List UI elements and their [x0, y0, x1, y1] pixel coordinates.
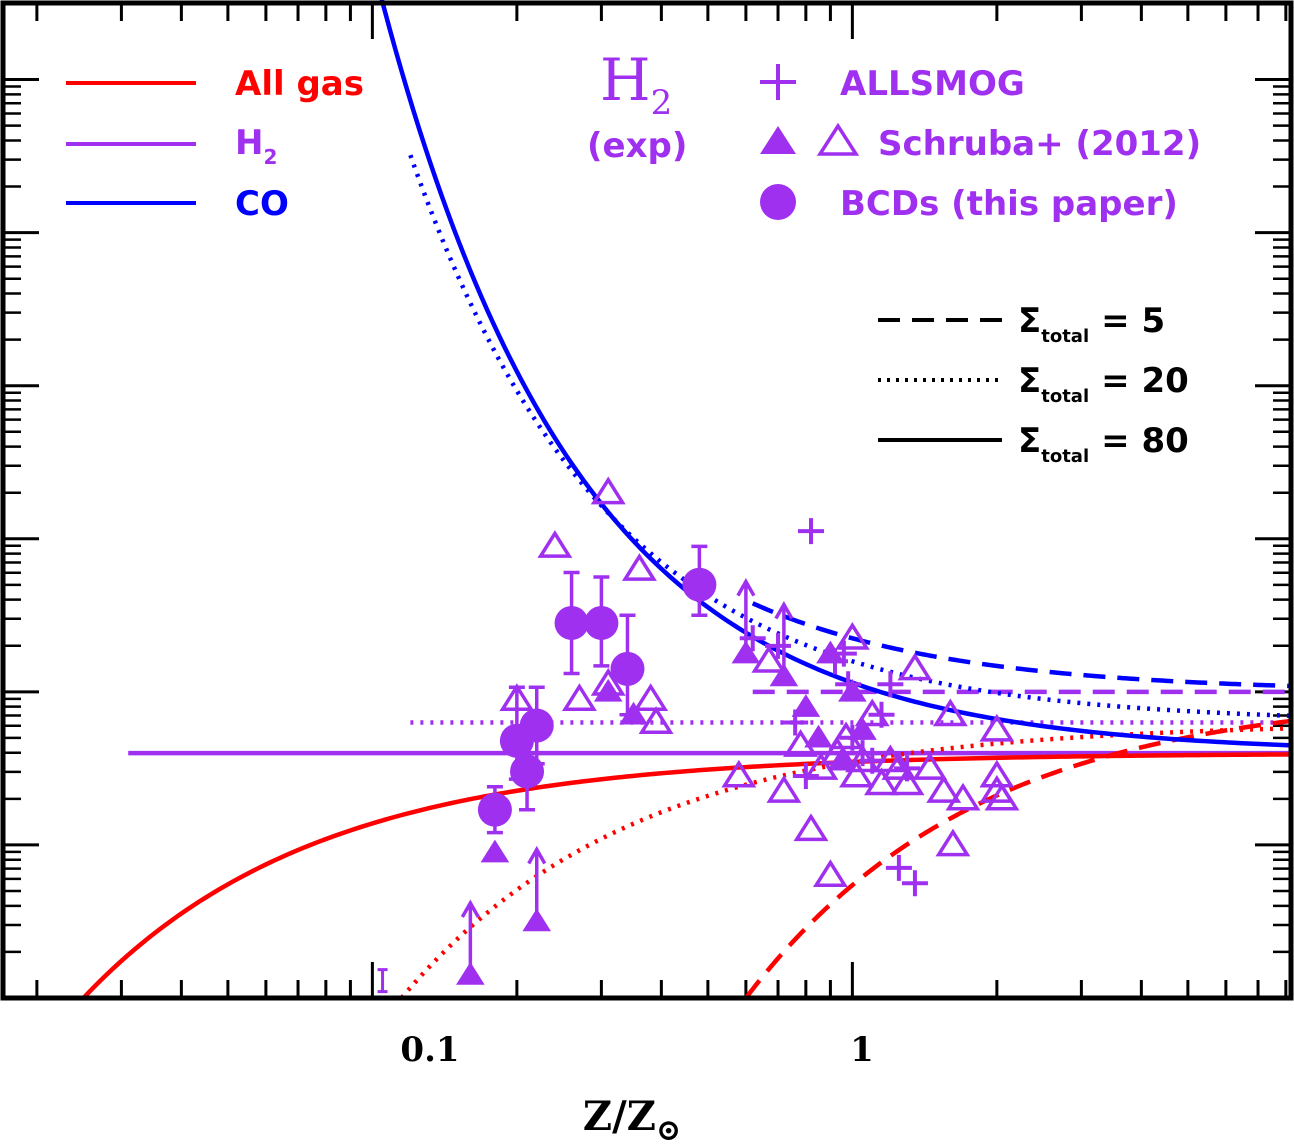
legend-style-label-20: Σtotal = 20	[1018, 361, 1189, 407]
legend-models: All gas H2 CO	[66, 64, 364, 224]
allsmog-plus	[792, 763, 819, 790]
schruba-open-triangle	[638, 706, 674, 734]
panel-label-note: (exp)	[587, 126, 687, 166]
legend-label-allsmog: ALLSMOG	[840, 64, 1025, 104]
schruba-lower-limit-arrow	[774, 601, 794, 671]
allsmog-plus	[868, 701, 895, 728]
legend-style-label-80: Σtotal = 80	[1018, 421, 1189, 467]
legend-label-schruba: Schruba+ (2012)	[878, 124, 1201, 164]
all-gas-model-dotted	[399, 726, 1292, 1000]
all-gas-model-dashed	[744, 718, 1292, 1000]
schruba-filled-triangle	[480, 839, 510, 863]
schruba-open-triangle	[812, 859, 848, 888]
bcd-point	[510, 754, 545, 789]
co-model-solid	[379, 0, 1292, 748]
legend-label-bcds: BCDs (this paper)	[840, 184, 1178, 224]
schruba-lower-limit-arrow	[736, 578, 756, 648]
legend-marker-plus	[760, 64, 796, 100]
schruba-open-triangle	[932, 698, 968, 727]
schruba-open-triangle	[621, 553, 657, 581]
legend-marker-filled-triangle	[760, 126, 796, 154]
schruba-open-triangle	[803, 752, 839, 780]
allsmog-plus	[901, 870, 928, 897]
data-points	[377, 476, 1020, 994]
allsmog-plus	[859, 747, 886, 774]
schruba-open-triangle	[945, 782, 981, 811]
all-gas-model-solid	[81, 752, 1292, 1000]
legend-style-label-5: Σtotal = 5	[1018, 301, 1165, 347]
schruba-open-triangle	[889, 767, 925, 796]
panel-label-main: H2	[600, 46, 672, 123]
small-limit-marker	[377, 968, 388, 994]
co-model-dotted	[408, 154, 1292, 718]
schruba-lower-limit-arrow	[460, 899, 480, 970]
schruba-filled-triangle	[848, 717, 877, 740]
schruba-open-triangle	[590, 476, 626, 505]
schruba-open-triangle	[561, 683, 597, 711]
schruba-filled-triangle	[769, 663, 799, 687]
allsmog-plus	[739, 625, 766, 652]
schruba-lower-limit-arrow	[527, 845, 547, 916]
legend-label-h2: H2	[235, 123, 277, 169]
allsmog-plus	[877, 671, 904, 698]
schruba-filled-triangle	[731, 640, 761, 664]
allsmog-plus	[798, 518, 825, 545]
schruba-open-triangle	[864, 767, 899, 796]
bcd-point	[519, 708, 554, 743]
x-tick-label-1: 1	[850, 1030, 874, 1070]
schruba-filled-triangle	[838, 678, 867, 702]
bcd-point	[610, 651, 645, 686]
plot-frame	[0, 0, 1294, 1001]
model-curves	[81, 0, 1292, 1000]
schruba-filled-triangle	[791, 694, 821, 717]
schruba-filled-triangle	[816, 640, 845, 664]
schruba-filled-triangle	[827, 747, 856, 771]
schruba-open-triangle	[839, 759, 874, 788]
schruba-open-triangle	[537, 530, 573, 558]
bcd-point	[477, 792, 512, 827]
legend-marker-open-triangle	[816, 122, 860, 156]
schruba-open-triangle	[935, 828, 971, 857]
panel-label: H2 (exp)	[587, 46, 687, 166]
schruba-filled-triangle	[804, 724, 833, 748]
schruba-open-triangle	[926, 775, 962, 803]
schruba-open-triangle	[912, 752, 948, 780]
schruba-filled-triangle	[456, 962, 485, 985]
legend-label-all-gas: All gas	[235, 64, 364, 104]
schruba-open-triangle	[751, 644, 787, 673]
legend-label-co: CO	[235, 184, 289, 224]
schruba-open-triangle	[979, 759, 1015, 788]
allsmog-plus	[894, 755, 921, 782]
schruba-open-triangle	[979, 713, 1015, 742]
schruba-filled-triangle	[593, 678, 623, 702]
bcd-point	[682, 567, 717, 602]
axis-ticks	[3, 3, 1291, 1000]
schruba-filled-triangle	[522, 908, 552, 932]
x-axis-title: Z/Z⊙	[583, 1093, 681, 1145]
co-model-dashed	[751, 601, 1292, 689]
schruba-open-triangle	[793, 813, 829, 842]
bcd-point	[584, 605, 619, 640]
bcd-point	[554, 605, 589, 640]
x-tick-label-0.1: 0.1	[400, 1030, 459, 1070]
allsmog-plus	[765, 632, 792, 659]
allsmog-plus	[885, 854, 912, 881]
schruba-open-triangle	[984, 782, 1020, 811]
schruba-open-triangle	[633, 683, 669, 711]
schruba-open-triangle	[721, 759, 757, 788]
schruba-open-triangle	[834, 621, 870, 650]
legend-data: ALLSMOG Schruba+ (2012) BCDs (this paper…	[760, 64, 1201, 224]
schruba-open-triangle	[897, 652, 933, 681]
schruba-open-triangle	[766, 775, 802, 803]
legend-marker-circle	[760, 184, 796, 220]
legend-styles: Σtotal = 5 Σtotal = 20 Σtotal = 80	[878, 301, 1189, 467]
